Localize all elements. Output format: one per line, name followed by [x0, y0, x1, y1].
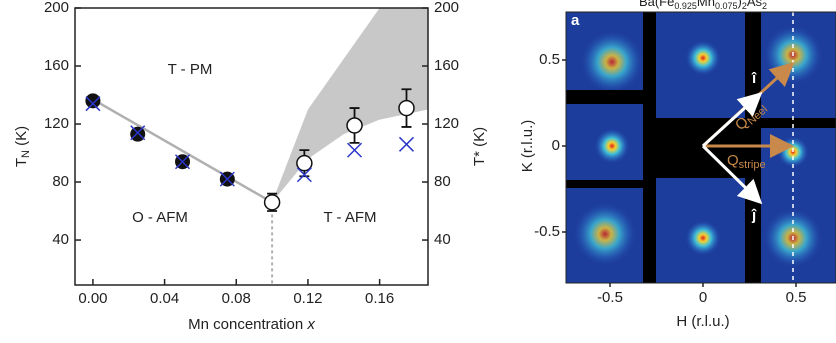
fit-line [93, 99, 272, 202]
phase-label: T - AFM [323, 209, 376, 226]
y2-tick-label: 40 [434, 231, 451, 248]
stripe-label-sub: stripe [739, 159, 766, 171]
x-tick-label: 0.00 [78, 290, 107, 307]
y-axis-label: TN (K) [13, 126, 32, 167]
x-label-text: Mn concentration [188, 316, 307, 333]
stripe-label-main: Q [727, 152, 739, 169]
y2-tick-label: 200 [434, 0, 459, 16]
title-part: As [747, 0, 763, 9]
y-label-sub: N [20, 150, 32, 158]
map-y-tick-label: 0 [552, 137, 560, 154]
y2-tick-label: 160 [434, 57, 459, 74]
y2-axis-label: T* (K) [471, 127, 488, 166]
y-tick-label: 40 [52, 231, 69, 248]
figure: 0.000.040.080.120.1640801201602004080120… [0, 0, 836, 343]
title-sub: 0.075 [715, 1, 738, 11]
point [130, 127, 145, 142]
y-tick-label: 160 [44, 57, 69, 74]
j-label: ĵ [751, 207, 757, 224]
map-y-label: K (r.l.u.) [519, 120, 536, 173]
map-x-tick-label: 0 [699, 289, 707, 306]
map-features [566, 12, 836, 283]
point [347, 118, 362, 133]
i-label: î [751, 70, 757, 87]
point [348, 143, 362, 157]
map-x-label: H (r.l.u.) [676, 313, 729, 330]
x-tick-label: 0.04 [150, 290, 179, 307]
scattering-map: -0.5 0 0.5 0.5 0 -0.5 H (r.l.u.) K (r.l.u.) a Ba(… [519, 0, 836, 330]
point [297, 156, 312, 171]
title-part: Mn [697, 0, 715, 9]
x-tick-label: 0.12 [293, 290, 322, 307]
x-label-var: x [306, 316, 315, 333]
y2-tick-label: 80 [434, 173, 451, 190]
phase-label: O - AFM [132, 209, 188, 226]
plot-area [93, 8, 428, 285]
x-axis-label: Mn concentration x [188, 316, 315, 333]
map-y-tick-label: -0.5 [534, 223, 560, 240]
y-tick-label: 120 [44, 115, 69, 132]
y-tick-label: 200 [44, 0, 69, 16]
panel-label: a [571, 12, 580, 29]
y-label-unit: (K) [13, 126, 30, 150]
y2-tick-label: 120 [434, 115, 459, 132]
point [265, 195, 280, 210]
title-sub: 0.925 [674, 1, 697, 11]
map-y-tick-label: 0.5 [539, 51, 560, 68]
x-tick-label: 0.16 [365, 290, 394, 307]
point [85, 93, 100, 108]
point [399, 137, 413, 151]
title-sub: 2 [762, 1, 767, 11]
map-x-tick-label: 0.5 [786, 289, 807, 306]
y-tick-label: 80 [52, 173, 69, 190]
y-label-main: T [13, 158, 30, 167]
phase-label: T - PM [168, 61, 213, 78]
point [399, 101, 414, 116]
map-x-tick-label: -0.5 [597, 289, 623, 306]
x-tick-label: 0.08 [222, 290, 251, 307]
map-title: Ba(Fe0.925Mn0.075)2As2 [639, 0, 767, 11]
title-part: Ba(Fe [639, 0, 674, 9]
phase-diagram: 0.00 0.04 0.08 0.12 0.16 40 80 120 160 200 40 80 120… [13, 0, 488, 333]
